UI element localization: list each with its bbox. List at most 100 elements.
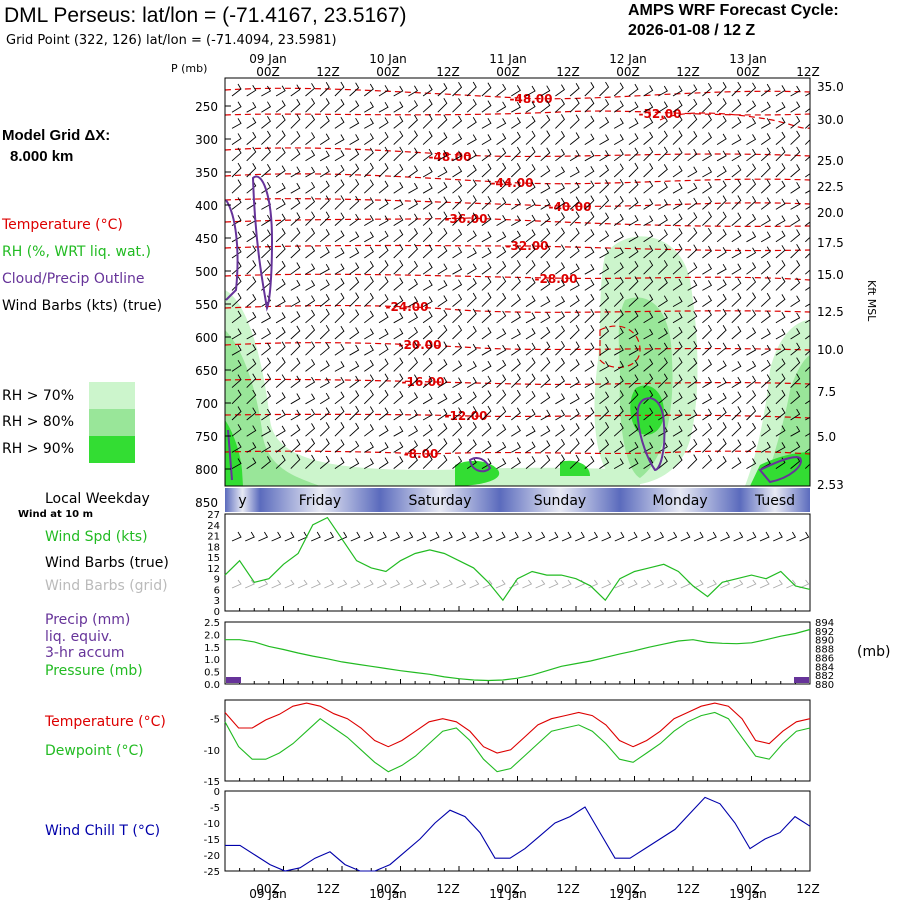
pressure-tick-label: 550 [195,298,218,312]
legend-precip-liq: liq. equiv. [45,629,113,645]
legend-wind-barbs: Wind Barbs (kts) (true) [2,298,163,314]
height-tick-label: 30.0 [817,113,844,127]
temperature-contour [225,342,810,351]
legend-rh70: RH > 70% [2,388,75,404]
top-date-label: 12 Jan [609,52,647,66]
model-grid-label: Model Grid ΔX: [2,127,111,144]
legend-wind-chill: Wind Chill T (°C) [45,823,161,839]
weekday-cell [740,488,810,512]
weekday-label: Friday [299,493,341,509]
pressure-tick-label: 890 [815,636,834,647]
bottom-hour-label: 00Z [616,882,640,896]
top-hour-label: 12Z [436,65,460,79]
rh80-area-left [225,330,320,486]
temperature-contour-label: -52.00 [639,107,682,121]
precip-bar [226,677,241,683]
height-tick-label: 7.5 [817,385,836,399]
pressure-tick-label: 750 [195,430,218,444]
top-hour-label: 12Z [556,65,580,79]
pressure-tick-label: 600 [195,331,218,345]
bottom-hour-label: 12Z [436,882,460,896]
precip-tick-label: 1.0 [204,655,220,666]
cloud-outline-4 [468,457,492,473]
top-date-label: 11 Jan [489,52,527,66]
temperature-contour [225,304,810,313]
temperature-contour [225,244,810,252]
temperature-contour-label: -48.00 [429,150,472,164]
precip-pressure-frame [224,621,811,685]
pressure-tick-label: 850 [195,496,218,510]
wind-frame [224,513,811,612]
bottom-hour-label: 00Z [736,882,760,896]
wind-speed-tick-label: 12 [207,564,220,575]
height-tick-label: 2.53 [817,478,844,492]
legend-wind-barbs-true: Wind Barbs (true) [45,555,169,571]
pressure-tick-label: 892 [815,627,834,638]
legend-rh80: RH > 80% [2,414,75,430]
bottom-date-label: 10 Jan [369,887,407,900]
model-grid-value: 8.000 km [10,148,74,165]
weekday-label: Monday [652,493,707,509]
temperature-contour-label: -20.00 [399,338,442,352]
temperature-tick-label: -10 [204,746,220,757]
cloud-outline-3 [636,397,666,472]
height-tick-label: 22.5 [817,180,844,194]
station-title: DML Perseus: lat/lon = (-71.4167, 23.516… [4,4,407,27]
top-date-label: 10 Jan [369,52,407,66]
bottom-hour-label: 00Z [376,882,400,896]
bottom-date-label: 11 Jan [489,887,527,900]
lower-panels: 27242118151296302.52.01.51.00.50.0894892… [204,510,834,878]
top-date-label: 09 Jan [249,52,287,66]
cloud-outline-2 [225,199,239,301]
wind-speed-tick-label: 6 [214,585,220,596]
top-hour-label: 00Z [376,65,400,79]
wind-speed-tick-label: 21 [207,532,220,543]
wind-chill-tick-label: -15 [204,835,220,846]
pressure-tick-label: 650 [195,364,218,378]
wind-barb-grid [231,81,810,469]
pressure-tick-label: 300 [195,133,218,147]
pressure-tick-label: 350 [195,166,218,180]
temperature-contour [225,87,810,100]
cloud-outline-6 [758,456,802,484]
wind-speed-tick-label: 9 [214,575,220,586]
weekday-bar: y Friday Saturday Sunday Monday Tuesd [225,488,810,512]
height-tick-label: 20.0 [817,206,844,220]
legend-dewpoint: Dewpoint (°C) [45,743,144,759]
weekday-label: Tuesd [754,493,795,509]
pressure-tick-label: 450 [195,232,218,246]
wind-chill-tick-label: -5 [210,803,220,814]
rh90-swatch [89,436,135,463]
wind-speed-tick-label: 15 [207,553,220,564]
dewpoint-line [224,711,811,773]
temperature-contour [225,147,810,158]
top-hour-label: 12Z [316,65,340,79]
precip-bar [794,677,809,683]
temperature-contour [225,450,810,455]
wind-speed-line [224,516,811,602]
top-hour-label: 12Z [676,65,700,79]
cycle-value: 2026-01-08 / 12 Z [628,22,756,39]
pressure-line [225,628,811,682]
legend-temperature: Temperature (°C) [2,217,123,233]
temperature-contour-label: -24.00 [386,300,429,314]
legend-wind-spd: Wind Spd (kts) [45,529,148,545]
local-weekday-label: Local Weekday [45,491,150,507]
temperature-contour-label: -16.00 [402,375,445,389]
temperature-contour-label: -44.00 [491,176,534,190]
temperature-contour [659,112,810,129]
cloud-outline-5 [227,429,233,481]
temperature-dewpoint-frame [224,699,811,782]
legend-wind-barbs-grid: Wind Barbs (grid) [45,578,168,594]
weekday-cell [260,488,380,512]
legend-temp2: Temperature (°C) [45,714,166,730]
legend-cloud: Cloud/Precip Outline [2,271,145,287]
cloud-outline-1 [251,175,274,312]
weekday-cell [500,488,620,512]
surface-wind-barbs-true [231,531,810,542]
pressure-tick-label: 800 [195,463,218,477]
temperature-contour-label: -8.00 [404,447,439,461]
height-tick-label: 15.0 [817,268,844,282]
wind-chill-tick-label: -25 [204,867,220,878]
